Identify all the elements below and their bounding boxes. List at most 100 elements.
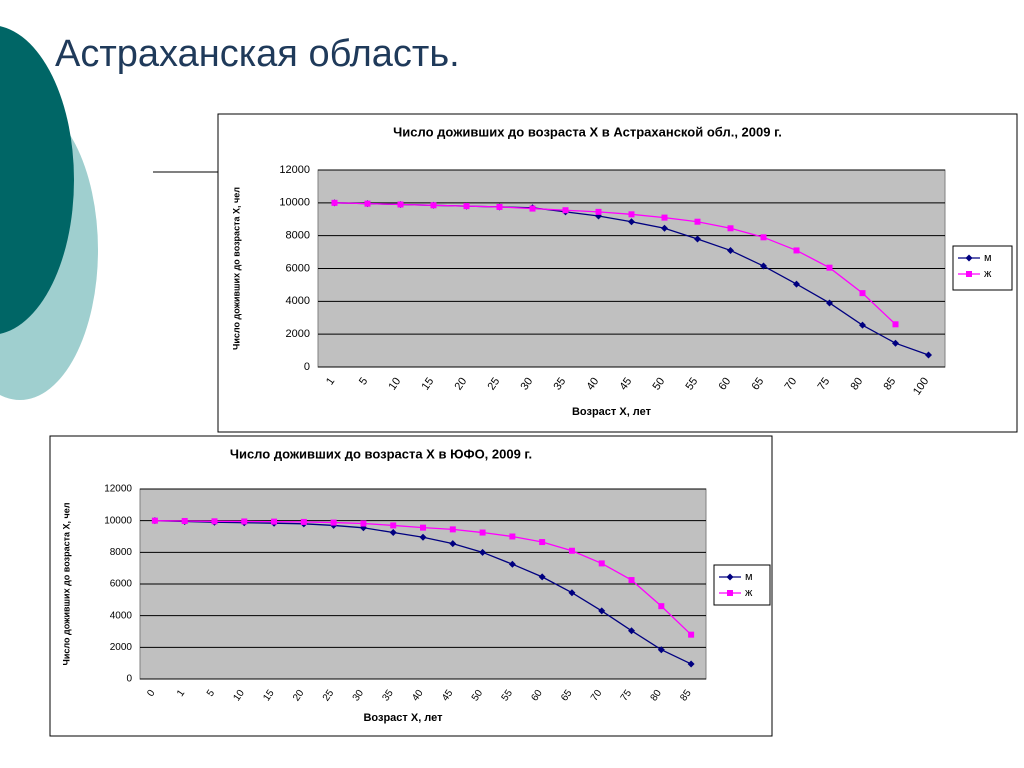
x-tick-label: 30 — [518, 376, 535, 393]
y-axis-label: Число доживших до возраста Х, чел — [231, 187, 241, 350]
data-point — [390, 522, 397, 529]
data-point — [479, 529, 486, 536]
data-point — [760, 234, 767, 241]
data-point — [364, 200, 371, 207]
data-point — [389, 529, 397, 537]
data-point — [727, 246, 734, 254]
y-tick-label: 6000 — [286, 262, 310, 274]
x-tick-label: 40 — [584, 376, 601, 393]
y-tick-label: 8000 — [286, 230, 310, 242]
y-tick-label: 0 — [304, 361, 310, 373]
data-point — [661, 224, 668, 232]
data-point — [598, 607, 606, 615]
legend-label: ж — [745, 587, 753, 599]
data-point — [449, 526, 456, 533]
data-point — [628, 627, 636, 635]
y-tick-label: 6000 — [110, 579, 133, 590]
data-point — [694, 218, 701, 225]
y-tick-label: 10000 — [279, 197, 310, 209]
data-point — [826, 264, 833, 271]
data-point — [449, 540, 457, 548]
legend-marker — [726, 573, 734, 581]
y-axis-label: Число доживших до возраста Х, чел — [61, 502, 71, 665]
x-tick-label: 65 — [749, 376, 766, 393]
slide-title: Астраханская область. — [55, 33, 460, 75]
data-point — [151, 517, 158, 524]
x-tick-label: 0 — [145, 688, 157, 699]
data-point — [330, 519, 337, 526]
legend-marker — [966, 271, 972, 277]
x-tick-label: 25 — [485, 376, 502, 393]
x-tick-label: 1 — [175, 688, 187, 699]
data-point — [687, 660, 695, 668]
y-tick-label: 4000 — [110, 610, 133, 621]
series-line — [334, 202, 896, 325]
x-tick-label: 5 — [205, 688, 217, 699]
y-tick-label: 2000 — [110, 642, 133, 653]
data-point — [397, 201, 404, 208]
legend-label: м — [984, 252, 992, 264]
data-point — [694, 235, 701, 243]
data-point — [539, 539, 546, 546]
data-point — [826, 299, 833, 307]
data-point — [658, 603, 665, 610]
data-point — [568, 547, 575, 554]
data-point — [241, 518, 248, 525]
legend-label: м — [745, 571, 753, 583]
data-point — [859, 321, 866, 329]
x-tick-label: 5 — [357, 376, 370, 388]
data-point — [595, 208, 602, 215]
data-point — [538, 573, 546, 581]
chart-title: Число доживших до возраста Х в ЮФО, 2009… — [230, 446, 532, 461]
data-point — [688, 631, 695, 638]
y-tick-label: 2000 — [286, 328, 310, 340]
data-point — [657, 646, 665, 654]
data-point — [463, 203, 470, 210]
data-point — [562, 207, 569, 214]
x-tick-label: 75 — [815, 376, 832, 393]
legend-marker — [727, 590, 733, 596]
x-tick-label: 20 — [452, 376, 469, 393]
data-point — [793, 247, 800, 254]
y-tick-label: 12000 — [104, 484, 132, 495]
legend-marker — [965, 254, 973, 262]
legend-label: ж — [984, 268, 992, 280]
x-tick-label: 50 — [650, 376, 667, 393]
data-point — [661, 214, 668, 221]
x-tick-label: 35 — [551, 376, 568, 393]
data-point — [859, 290, 866, 297]
x-tick-label: 70 — [782, 376, 799, 393]
data-point — [271, 518, 278, 525]
data-point — [419, 533, 427, 541]
decor-circle — [0, 26, 74, 334]
x-tick-label: 85 — [881, 376, 898, 393]
x-axis-label: Возраст Х, лет — [572, 406, 652, 418]
data-point — [892, 339, 899, 347]
data-point — [360, 520, 367, 527]
data-point — [430, 202, 437, 209]
x-axis-label: Возраст Х, лет — [363, 712, 443, 724]
data-point — [925, 351, 932, 359]
legend-box — [952, 245, 1013, 291]
data-point — [479, 548, 487, 556]
data-point — [628, 218, 635, 226]
data-point — [727, 225, 734, 232]
y-tick-label: 0 — [126, 674, 132, 685]
legend-box — [713, 564, 771, 606]
data-point — [509, 533, 516, 540]
data-point — [628, 577, 635, 584]
x-tick-label: 55 — [683, 376, 700, 393]
data-point — [793, 280, 800, 288]
data-point — [568, 589, 576, 597]
chart-title: Число доживших до возраста Х в Астраханс… — [393, 124, 782, 139]
y-tick-label: 4000 — [286, 295, 310, 307]
y-tick-label: 8000 — [110, 547, 133, 558]
data-point — [211, 518, 218, 525]
data-point — [529, 205, 536, 212]
x-tick-label: 45 — [617, 376, 634, 393]
x-tick-label: 15 — [419, 376, 436, 393]
data-point — [300, 518, 307, 525]
data-point — [628, 211, 635, 218]
x-tick-label: 60 — [716, 376, 733, 393]
